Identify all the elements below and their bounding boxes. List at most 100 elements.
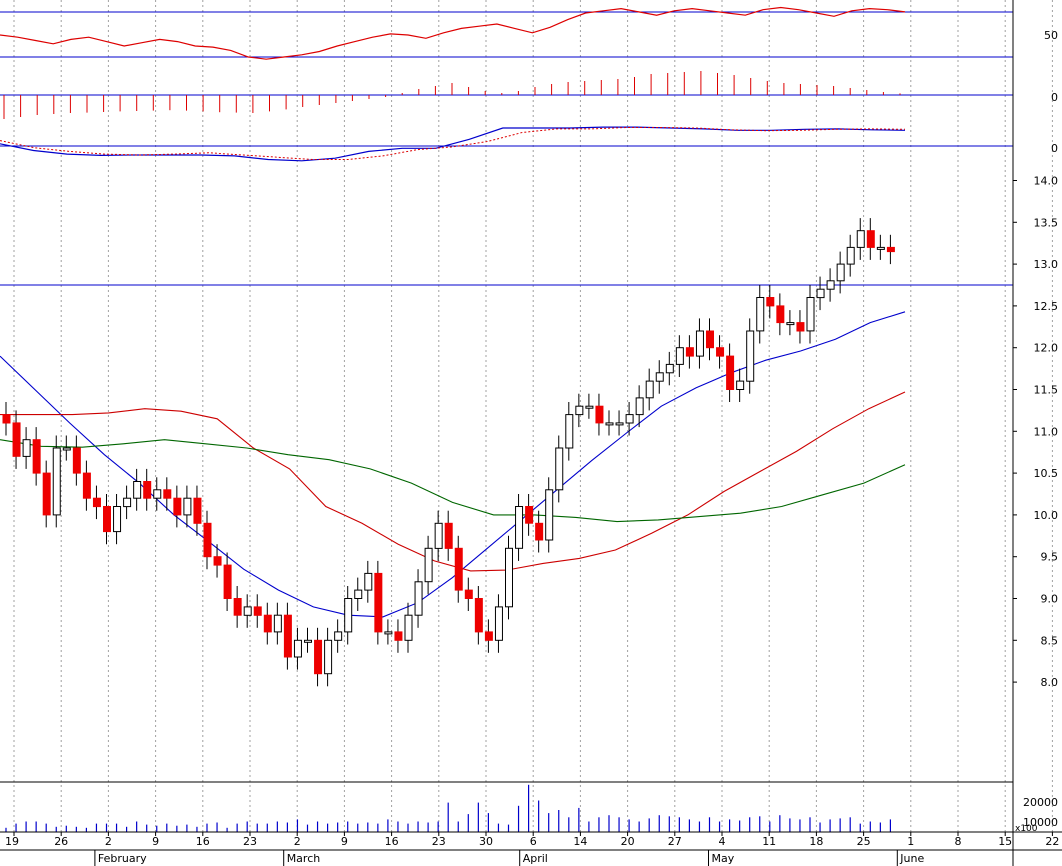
candle-body bbox=[434, 522, 443, 549]
indicator-panels bbox=[0, 6, 1013, 162]
price-tick-label: 9.5 bbox=[1041, 551, 1059, 564]
candle-body bbox=[585, 405, 594, 409]
moving-average-line bbox=[0, 439, 906, 523]
volume-tick-label: 10000 bbox=[1023, 816, 1058, 829]
candle-body bbox=[143, 481, 152, 499]
candle-body bbox=[655, 372, 664, 382]
day-tick-label: 16 bbox=[196, 835, 210, 848]
candle-body bbox=[856, 230, 865, 248]
day-tick-label: 30 bbox=[479, 835, 493, 848]
month-label: June bbox=[899, 852, 924, 865]
day-tick-label: 27 bbox=[668, 835, 682, 848]
volume-multiplier-label: x100 bbox=[1015, 824, 1038, 834]
candle-body bbox=[706, 330, 714, 349]
day-tick-label: 16 bbox=[385, 835, 399, 848]
candle-body bbox=[766, 297, 775, 307]
indicator-tick-label: 50 bbox=[1044, 29, 1058, 42]
volume-panel bbox=[5, 784, 892, 832]
candle-body bbox=[193, 497, 202, 524]
price-tick-label: 13.0 bbox=[1034, 258, 1059, 271]
day-tick-label: 18 bbox=[809, 835, 823, 848]
month-label: April bbox=[523, 852, 548, 865]
day-tick-label: 9 bbox=[341, 835, 348, 848]
candle-body bbox=[886, 246, 895, 253]
rsi-line bbox=[0, 6, 906, 60]
candle-body bbox=[424, 547, 433, 583]
candle-body bbox=[876, 246, 885, 250]
candle-body bbox=[494, 606, 503, 641]
candle-body bbox=[113, 506, 122, 533]
candle-body bbox=[826, 280, 835, 290]
candle-body bbox=[716, 347, 725, 357]
candle-body bbox=[736, 380, 745, 391]
candle-body bbox=[263, 614, 272, 633]
price-tick-label: 10.5 bbox=[1034, 467, 1059, 480]
candle-body bbox=[22, 439, 31, 457]
price-tick-label: 11.5 bbox=[1034, 384, 1059, 397]
moving-average-line bbox=[0, 391, 906, 572]
candle-body bbox=[816, 288, 825, 299]
candle-body bbox=[565, 414, 574, 449]
candle-body bbox=[304, 639, 312, 643]
candle-body bbox=[42, 472, 51, 516]
price-panel bbox=[0, 218, 1013, 687]
day-tick-label: 25 bbox=[857, 835, 871, 848]
candle-body bbox=[334, 631, 343, 641]
candle-body bbox=[615, 422, 624, 426]
candle-body bbox=[726, 355, 735, 391]
candle-body bbox=[525, 506, 534, 524]
candle-body bbox=[293, 639, 302, 658]
price-tick-label: 10.0 bbox=[1034, 509, 1059, 522]
candle-body bbox=[163, 489, 172, 499]
candle-body bbox=[836, 263, 845, 282]
price-tick-label: 9.0 bbox=[1041, 593, 1059, 606]
candle-body bbox=[243, 606, 252, 616]
candle-body bbox=[32, 439, 41, 474]
price-tick-label: 13.5 bbox=[1034, 216, 1059, 229]
candle-body bbox=[133, 481, 142, 499]
candle-body bbox=[806, 297, 815, 332]
candle-body bbox=[384, 631, 393, 635]
candle-body bbox=[675, 347, 684, 365]
day-tick-label: 11 bbox=[762, 835, 776, 848]
candle-body bbox=[605, 422, 614, 426]
candle-body bbox=[575, 405, 584, 416]
day-tick-label: 6 bbox=[530, 835, 537, 848]
candle-body bbox=[595, 405, 604, 424]
month-label: May bbox=[712, 852, 735, 865]
day-tick-label: 2 bbox=[105, 835, 112, 848]
day-tick-label: 4 bbox=[719, 835, 726, 848]
day-tick-label: 23 bbox=[243, 835, 257, 848]
candle-body bbox=[404, 614, 413, 641]
day-tick-label: 8 bbox=[955, 835, 962, 848]
indicator-tick-label: 0 bbox=[1051, 91, 1058, 104]
candle-body bbox=[756, 297, 765, 332]
candle-body bbox=[665, 363, 674, 374]
candle-body bbox=[796, 322, 805, 332]
price-tick-label: 14.0 bbox=[1034, 175, 1059, 188]
volume-tick-label: 20000 bbox=[1023, 796, 1058, 809]
candle-body bbox=[635, 397, 644, 416]
day-tick-label: 20 bbox=[621, 835, 635, 848]
candle-body bbox=[414, 581, 423, 616]
candle-body bbox=[515, 506, 524, 549]
price-tick-label: 8.5 bbox=[1041, 634, 1059, 647]
candle-body bbox=[846, 246, 855, 265]
candle-body bbox=[484, 631, 493, 641]
day-tick-label: 26 bbox=[54, 835, 68, 848]
candle-body bbox=[776, 305, 785, 324]
candle-body bbox=[535, 522, 544, 541]
day-tick-label: 14 bbox=[573, 835, 587, 848]
month-label: February bbox=[98, 852, 147, 865]
candle-body bbox=[786, 322, 795, 326]
day-tick-label: 15 bbox=[998, 835, 1012, 848]
candle-body bbox=[314, 639, 323, 675]
candle-body bbox=[505, 547, 513, 608]
candle-body bbox=[464, 589, 473, 599]
candle-body bbox=[555, 447, 564, 491]
axis-labels: 14.0 13.5 13.0 12.5 12.0 11.5 11.0 10.5 10.0 9.5 9… bbox=[5, 29, 1059, 866]
candle-body bbox=[454, 547, 463, 591]
month-label: March bbox=[287, 852, 321, 865]
candle-body bbox=[12, 422, 21, 457]
